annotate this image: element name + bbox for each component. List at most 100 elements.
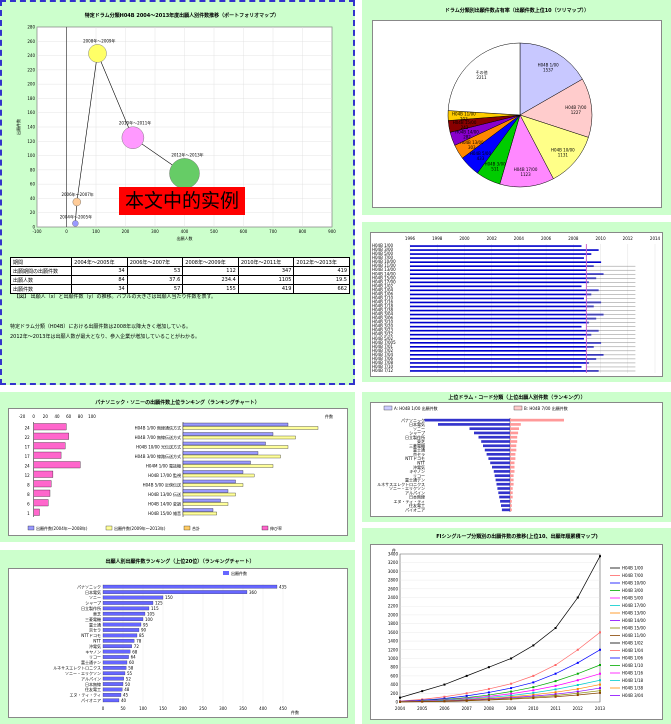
rank3-item-label: パナソニック [77,583,101,589]
series-point [443,684,445,686]
x-tick-label: 250 [199,706,207,711]
rank1-bar [183,512,217,515]
legend-label: H04B 3/04 [622,693,644,698]
y-tick-label: 60 [30,182,36,187]
legend-label: B: H04B 7/00 出願件数 [524,405,568,411]
rank3-item-label: 東芝 [93,610,101,616]
x-tick-label: 2013 [595,706,606,711]
rank3-item-label: 日立製作所 [81,605,101,611]
rank1-item-label: H04B 7/00 無線伝送方式 [135,434,181,440]
rank1-bar [183,452,258,455]
rank2-bar-a [497,487,510,490]
line-chart: 0200400600800100012001400160018002000220… [370,544,663,720]
y-tick-label: 200 [27,82,35,87]
series-point [577,673,579,675]
bubble-label: 2012年〜2013年 [171,151,203,157]
rank1-item-label: H04B 13/00 伝送 [148,491,181,497]
line-panel: FIシングループ分類別の出願件数の推移(上位10、出願年順累積マップ) 0200… [362,528,671,724]
rank3-bar [103,617,143,620]
rank2-bar-a [496,479,510,482]
rank3-bar-value: 95 [143,622,149,627]
rank3-bar [103,645,132,648]
year-label: 2010 [595,236,606,241]
x-tick-label: 450 [279,706,287,711]
table-header-cell: 2006年〜2007年 [127,258,183,267]
y-tick-label: 600 [390,673,398,678]
rank1-title: パナソニック・ソニーの出願件数上位ランキング（ランキングチャート） [10,399,345,406]
series-point [510,687,512,689]
rank1-item-label: H04B 5/00 近傍伝送 [143,482,181,488]
rank3-bar-value: 85 [139,633,145,638]
rank1-bar [183,423,288,426]
series-point [599,687,601,689]
series-point [399,697,401,699]
rank3-item-label: 日本電気 [85,589,101,595]
left-bar [34,424,67,431]
legend-label: H04B 10/00 [622,581,646,586]
legend-label: H04B 5/00 [622,596,644,601]
table-header-cell: 2012年〜2013年 [294,258,350,267]
rank1-bar [183,471,243,474]
rank2-bar-b [510,466,515,469]
rank3-bar-value: 48 [124,687,130,692]
y-tick-label: 20 [30,210,36,215]
table-cell: 419 [238,285,294,294]
rank2-bar-b [510,444,516,447]
left-tick-label: 100 [88,414,96,419]
rank2-bar-b [510,436,517,439]
legend-label: H04B 1/16 [622,671,644,676]
rank3-item-label: アルパイン [81,676,101,681]
legend-swatch [384,406,392,410]
y-tick-label: 3000 [388,569,399,574]
pie-slice-value: 1131 [558,152,569,157]
table-row: 出願件数3457155419662 [11,285,350,294]
table-header: 期間2004年〜2005年2006年〜2007年2008年〜2009年2010年… [11,258,350,267]
legend-label: 出願件数 [231,570,247,576]
left-tick-label: 40 [54,414,60,419]
series-point [555,664,557,666]
legend-label: H04B 1/38 [622,686,644,691]
rank2-bar-b [510,500,512,503]
series-point [532,689,534,691]
rank2-chart: A: H04B 1/00 出願件数B: H04B 7/00 出願件数パナソニック… [370,402,663,517]
rank1-bar [183,484,243,487]
rank1-item-label: H04M 1/00 電話機 [146,463,181,469]
legend-label: H04B 17/00 [622,603,646,608]
table-cell: 419 [294,267,350,276]
rank3-item-label: 三菱電機 [85,616,101,622]
rank1-item-label: H04B 15/00 雑音 [148,510,181,516]
rank3-bar-value: 52 [126,676,132,681]
rank3-item-label: ソニー・エリクソン [65,670,101,676]
rank3-bar-value: 45 [123,693,129,698]
rank2-panel: 上位ドラム・コード分類（上位出願人別件数（ランキング）） A: H04B 1/0… [362,392,671,522]
series-point [577,688,579,690]
legend-swatch [28,526,34,530]
rank3-bar-value: 60 [129,660,135,665]
rank3-bar-value: 125 [155,601,163,606]
series-point [577,692,579,694]
rank2-bar-b [510,479,514,482]
rank3-item-label: ルネサスエレクトロニクス [53,665,101,671]
x-tick-label: 0 [102,706,105,711]
y-tick-label: 1800 [388,621,399,626]
year-label: 2014 [650,236,661,241]
series-point [599,649,601,651]
rank1-bar [183,493,236,496]
bubble [170,158,200,188]
left-tick-label: 80 [78,414,84,419]
rank3-item-label: シャープ [85,600,101,606]
bubble-caption: 【図】 出願人（x）と出願件数（y）の推移。バブルの大きさは出願人当たり件数を表… [14,294,344,301]
rank3-item-label: 富士通 [89,621,101,627]
rank2-bar-a [474,432,510,435]
rank1-item-label: H04B 3/00 線路伝送方式 [135,453,181,459]
gantt-row-label: H04B 7/12 [372,368,394,373]
rank3-bar-value: 40 [121,698,127,703]
legend-label: A: H04B 1/00 出願件数 [394,405,438,411]
left-bar-label: 8 [27,492,30,497]
rank2-bar-a [485,449,510,452]
bubble [72,220,78,226]
y-tick-label: 800 [390,665,398,670]
left-bar-label: 1 [27,511,30,516]
x-tick-label: 800 [299,229,307,234]
rank3-bar-value: 68 [132,649,138,654]
